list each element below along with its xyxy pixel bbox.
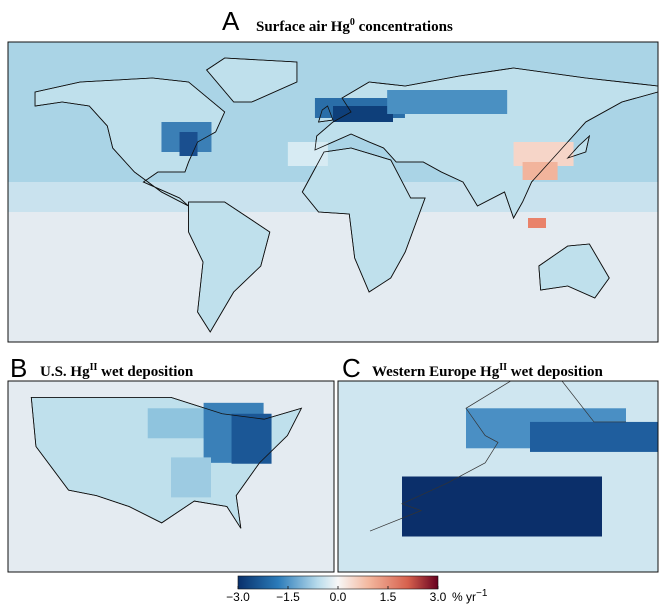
unit-text: % yr (452, 590, 476, 604)
panel-title: Surface air Hg0 concentrations (256, 17, 453, 35)
shading (387, 90, 508, 114)
panel-title: Western Europe HgII wet deposition (372, 362, 604, 380)
shading (522, 162, 558, 180)
shading (528, 218, 546, 228)
shading (231, 413, 272, 464)
panel-letter: A (222, 6, 240, 36)
colorbar-tick-label: 0.0 (330, 590, 347, 604)
continent (314, 67, 658, 219)
colorbar-tick-label: −1.5 (276, 590, 300, 604)
panel-letter: B (10, 353, 27, 383)
title-sup: II (90, 362, 98, 373)
unit-sup: −1 (476, 588, 488, 599)
coastline (369, 381, 626, 532)
title-rest: concentrations (355, 19, 453, 35)
colorbar-tick-label: 3.0 (430, 590, 447, 604)
title-rest: wet deposition (97, 364, 193, 380)
title-text: Surface air Hg (256, 19, 350, 35)
continent (34, 77, 226, 207)
continent (317, 105, 334, 123)
shading (333, 106, 393, 122)
panel-frame (7, 41, 659, 343)
title-rest: wet deposition (507, 364, 603, 380)
shading (179, 132, 198, 156)
continent (301, 147, 426, 293)
panel-title: U.S. HgII wet deposition (40, 362, 194, 380)
colorbar-tick-label: 1.5 (380, 590, 397, 604)
title-text: U.S. Hg (40, 364, 90, 380)
colorbar-unit: % yr−1 (452, 588, 488, 604)
country (30, 396, 303, 529)
panel-frame (7, 380, 335, 573)
panel-frame (337, 380, 659, 573)
shading (530, 421, 658, 452)
continent (206, 57, 298, 103)
title-text: Western Europe Hg (372, 364, 500, 380)
shading (402, 476, 602, 537)
us-map (8, 381, 334, 572)
continent (538, 243, 610, 299)
shading (338, 381, 658, 411)
title-sup: II (499, 362, 507, 373)
continent (566, 134, 591, 159)
europe-map (338, 381, 658, 572)
colorbar-tick-label: −3.0 (226, 590, 250, 604)
title-sup: 0 (350, 17, 355, 28)
shading (171, 457, 211, 498)
shading (287, 142, 328, 166)
world-map (8, 42, 658, 342)
continent (188, 201, 271, 333)
panel-letter: C (342, 353, 361, 383)
